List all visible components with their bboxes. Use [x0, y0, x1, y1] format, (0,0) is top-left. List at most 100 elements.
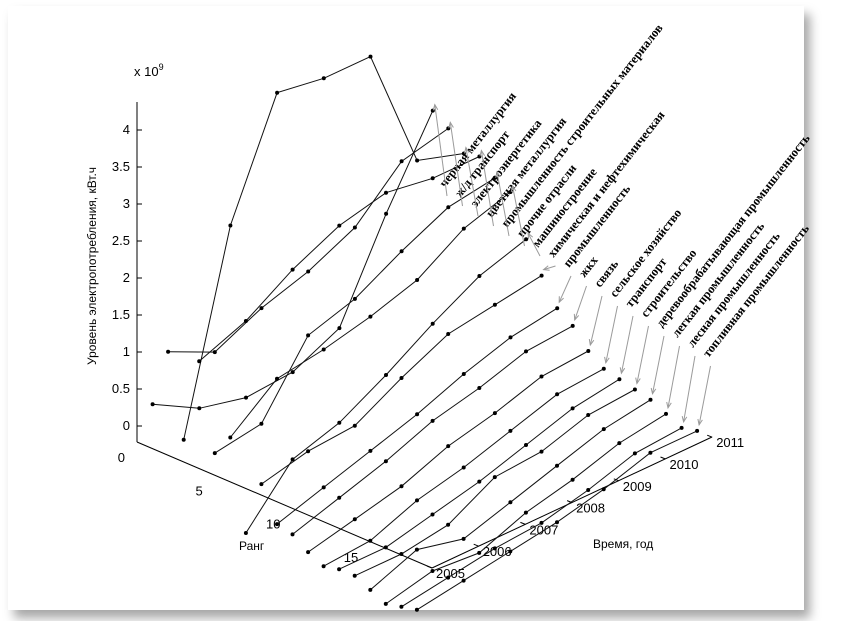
data-point — [446, 332, 451, 336]
x-tick-mark — [426, 565, 433, 569]
annotation-arrow — [636, 325, 649, 384]
series-line — [198, 156, 480, 362]
z-axis-label: Уровень электропотребления, кВт.ч — [85, 167, 99, 365]
data-point — [368, 54, 373, 59]
z-tick-label: 1 — [123, 344, 130, 359]
data-point — [492, 475, 497, 480]
data-point — [399, 604, 404, 609]
data-point — [399, 552, 404, 556]
data-point — [601, 427, 606, 432]
data-point — [446, 444, 451, 449]
ticks: 00.511.522.533.5405101520052006200720082… — [112, 122, 744, 581]
data-point — [508, 428, 513, 433]
data-point — [150, 402, 155, 407]
y-tick-label: 5 — [196, 483, 203, 498]
data-point — [368, 448, 373, 453]
x-axis-label: Время, год — [593, 537, 653, 551]
annotation-arrow — [496, 171, 510, 237]
y-tick-label: 10 — [266, 517, 280, 532]
data-point — [539, 520, 544, 525]
annotation-arrowhead — [558, 296, 564, 304]
data-point — [601, 366, 606, 371]
data-point — [228, 435, 233, 440]
x-tick-mark — [520, 521, 526, 525]
data-point — [524, 443, 528, 447]
annotation-arrow — [683, 355, 696, 422]
annotation-arrowhead — [604, 356, 610, 365]
data-point — [321, 485, 326, 490]
data-point — [446, 522, 451, 527]
data-point — [539, 374, 544, 379]
series-line — [401, 427, 682, 608]
annotation-arrow — [698, 365, 711, 425]
data-point — [384, 373, 388, 377]
data-point — [399, 376, 404, 380]
data-point — [539, 273, 544, 278]
data-point — [352, 423, 357, 428]
data-point — [399, 249, 404, 254]
data-point — [586, 349, 591, 353]
z-tick-label: 0 — [123, 418, 130, 433]
annotation-arrowhead — [681, 415, 688, 424]
data-point — [368, 587, 373, 592]
data-point — [555, 306, 560, 311]
data-point — [524, 349, 528, 354]
annotation-arrow — [465, 147, 479, 217]
y-axis-line — [136, 441, 433, 569]
data-point — [275, 522, 279, 527]
data-point — [586, 413, 591, 417]
data-point — [477, 386, 482, 390]
data-point — [446, 126, 451, 131]
data-point — [414, 607, 419, 612]
data-point — [290, 267, 295, 272]
data-point — [290, 370, 295, 375]
annotation-arrow — [558, 275, 572, 303]
data-point — [601, 487, 606, 492]
data-point — [632, 387, 637, 392]
annotation-arrowhead — [479, 149, 486, 157]
series-line — [338, 378, 620, 570]
data-point — [617, 441, 622, 446]
data-point — [243, 531, 248, 535]
data-point — [461, 536, 466, 541]
series-line — [292, 325, 573, 535]
annotation-arrowhead — [619, 367, 626, 375]
data-point — [492, 411, 497, 416]
data-point — [461, 372, 466, 376]
annotation-arrowhead — [588, 339, 595, 347]
data-point — [384, 190, 388, 195]
data-point — [337, 326, 342, 331]
series-line — [183, 55, 464, 440]
data-point — [384, 211, 389, 216]
annotation-arrow — [449, 122, 463, 207]
data-point — [352, 225, 357, 230]
data-point — [415, 498, 419, 503]
series-line — [214, 177, 496, 454]
x-tick-label: 2011 — [716, 435, 744, 450]
annotation-arrow — [434, 104, 448, 197]
y-tick-label: 15 — [344, 550, 358, 565]
data-point — [524, 237, 529, 242]
data-point — [352, 296, 357, 301]
data-point — [321, 347, 326, 352]
data-point — [430, 418, 435, 423]
data-point — [430, 512, 435, 517]
data-point — [383, 601, 388, 606]
x-tick-mark — [707, 434, 713, 438]
data-point — [461, 465, 466, 470]
z-tick-label: 2.5 — [112, 233, 130, 248]
data-point — [430, 176, 435, 181]
x-tick-label: 2009 — [623, 479, 652, 494]
data-point — [306, 269, 311, 274]
data-point — [632, 451, 637, 456]
data-point — [306, 333, 311, 338]
data-point — [586, 488, 591, 492]
series-annotation: промышленность строительных материалов — [498, 21, 665, 230]
z-tick-label: 4 — [123, 122, 130, 137]
x-tick-mark — [473, 543, 479, 547]
data-point — [399, 159, 404, 164]
data-point — [259, 482, 264, 487]
data-point — [492, 546, 497, 551]
z-tick-label: 2 — [123, 270, 130, 285]
